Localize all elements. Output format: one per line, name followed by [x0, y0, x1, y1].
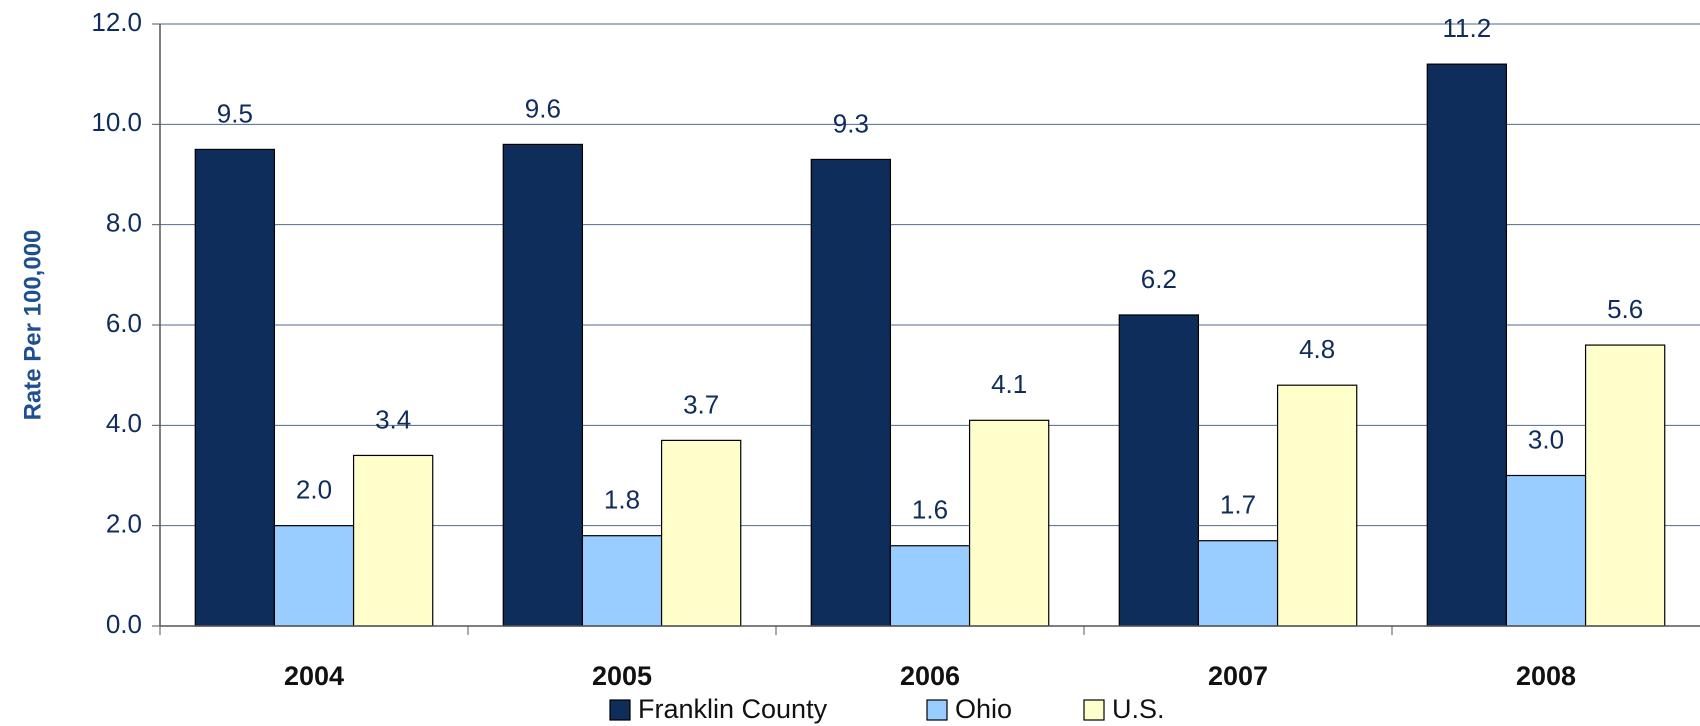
- legend-label: Ohio: [955, 694, 1012, 724]
- bar: [968, 419, 1050, 627]
- value-label: 9.3: [833, 108, 869, 138]
- x-tick-label: 2006: [900, 661, 960, 691]
- bar: [1276, 384, 1358, 627]
- value-label: 1.6: [912, 495, 948, 525]
- y-tick-label: 6.0: [106, 308, 142, 338]
- x-tick-label: 2008: [1516, 661, 1576, 691]
- bar: [581, 535, 663, 627]
- bar: [1426, 63, 1508, 627]
- legend-swatch: [926, 699, 948, 721]
- y-tick-label: 4.0: [106, 408, 142, 438]
- bar: [1505, 474, 1587, 627]
- legend-label: Franklin County: [638, 694, 828, 724]
- value-label: 3.4: [375, 404, 411, 434]
- y-tick-label: 10.0: [91, 107, 142, 137]
- value-label: 9.5: [217, 98, 253, 128]
- value-label: 4.1: [991, 369, 1027, 399]
- value-label: 1.7: [1220, 490, 1256, 520]
- bar: [502, 143, 584, 627]
- value-label: 5.6: [1607, 294, 1643, 324]
- value-label: 11.2: [1443, 13, 1492, 43]
- x-tick-label: 2005: [592, 661, 652, 691]
- bar: [273, 525, 355, 627]
- value-label: 6.2: [1141, 264, 1177, 294]
- bar: [1118, 314, 1200, 627]
- legend-label: U.S.: [1112, 694, 1165, 724]
- bar: [194, 148, 276, 627]
- x-tick-label: 2004: [284, 661, 344, 691]
- value-label: 2.0: [296, 475, 332, 505]
- x-tick-label: 2007: [1208, 661, 1268, 691]
- y-axis-title: Rate Per 100,000: [19, 230, 46, 421]
- value-label: 4.8: [1299, 334, 1335, 364]
- legend-swatch: [1083, 699, 1105, 721]
- bar: [660, 439, 742, 627]
- bar: [1584, 344, 1666, 627]
- legend-swatch: [609, 699, 631, 721]
- value-label: 3.7: [683, 389, 719, 419]
- bar: [889, 545, 971, 627]
- bar: [1197, 540, 1279, 627]
- bar: [352, 454, 434, 627]
- y-tick-label: 2.0: [106, 509, 142, 539]
- bar: [810, 158, 892, 627]
- y-tick-label: 12.0: [91, 7, 142, 37]
- value-label: 9.6: [525, 93, 561, 123]
- value-label: 3.0: [1528, 424, 1564, 454]
- value-label: 1.8: [604, 485, 640, 515]
- y-tick-label: 0.0: [106, 609, 142, 639]
- y-tick-label: 8.0: [106, 208, 142, 238]
